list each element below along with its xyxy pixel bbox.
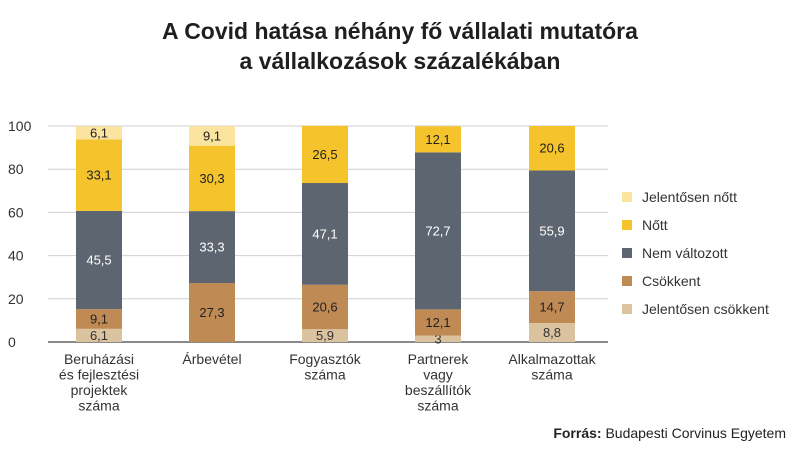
bar-segment (302, 125, 348, 184)
y-tick-label: 0 (8, 334, 16, 350)
legend-swatch (622, 248, 632, 258)
bar-segment (76, 309, 122, 329)
data-label: 33,3 (199, 240, 224, 255)
bar-segment (189, 126, 235, 146)
data-label: 5,9 (316, 328, 334, 343)
legend-label: Nem változott (642, 245, 728, 261)
y-tick-label: 40 (8, 248, 24, 264)
x-tick-label: száma (417, 398, 458, 414)
bar-segment (529, 170, 575, 292)
bar-segment (302, 183, 348, 285)
bar-segment (76, 210, 122, 310)
data-label: 20,6 (312, 300, 337, 315)
data-label: 20,6 (539, 141, 564, 156)
bar-segment (302, 329, 348, 342)
y-tick-label: 20 (8, 291, 24, 307)
legend-label: Jelentősen nőtt (642, 189, 737, 205)
x-tick-label: projektek (71, 382, 129, 398)
y-tick-label: 100 (8, 118, 32, 134)
legend-swatch (622, 220, 632, 230)
x-tick-label: és fejlesztési (59, 367, 139, 383)
bar-segment (529, 126, 575, 171)
bar-segment (189, 145, 235, 212)
source-note: Forrás: Budapesti Corvinus Egyetem (553, 425, 786, 441)
x-tick-label: száma (531, 367, 572, 383)
bar-segment (415, 152, 461, 310)
bar-segment (529, 322, 575, 342)
bar-segment (415, 335, 461, 342)
legend-swatch (622, 276, 632, 286)
bar-segment (415, 126, 461, 153)
bar-segment (529, 291, 575, 323)
legend-swatch (622, 192, 632, 202)
bar-segment (76, 139, 122, 211)
data-label: 3 (434, 331, 441, 346)
chart-title-line2: a vállalkozások százalékában (239, 48, 561, 74)
data-label: 14,7 (539, 300, 564, 315)
y-tick-label: 60 (8, 204, 24, 220)
bar-segment (415, 309, 461, 336)
chart-title-line1: A Covid hatása néhány fő vállalati mutat… (162, 18, 638, 44)
x-tick-label: száma (304, 367, 345, 383)
legend-label: Jelentősen csökkent (642, 301, 769, 317)
y-tick-label: 80 (8, 161, 24, 177)
data-label: 8,8 (543, 325, 561, 340)
data-label: 12,1 (425, 315, 450, 330)
source-label: Forrás: (553, 425, 602, 441)
data-label: 72,7 (425, 223, 450, 238)
legend-swatch (622, 304, 632, 314)
legend-label: Nőtt (642, 217, 668, 233)
bar-segment (189, 283, 235, 342)
bar-segment (76, 126, 122, 140)
bar-segment (302, 284, 348, 330)
x-tick-label: Árbevétel (182, 351, 241, 367)
x-tick-label: Beruházási (64, 351, 134, 367)
x-tick-label: Fogyasztók (289, 351, 362, 367)
legend-label: Csökkent (642, 273, 700, 289)
x-tick-label: száma (78, 398, 119, 414)
bar-segment (76, 328, 122, 342)
data-label: 47,1 (312, 226, 337, 241)
data-label: 9,1 (203, 128, 221, 143)
data-label: 55,9 (539, 223, 564, 238)
data-label: 9,1 (90, 311, 108, 326)
bar-segment (189, 211, 235, 284)
x-tick-label: vagy (423, 367, 453, 383)
data-label: 30,3 (199, 171, 224, 186)
x-tick-label: Partnerek (408, 351, 470, 367)
data-label: 6,1 (90, 125, 108, 140)
source-text: Budapesti Corvinus Egyetem (605, 425, 786, 441)
data-label: 6,1 (90, 328, 108, 343)
x-tick-label: Alkalmazottak (508, 351, 596, 367)
x-tick-label: beszállítók (405, 382, 472, 398)
data-label: 26,5 (312, 147, 337, 162)
data-label: 45,5 (86, 253, 111, 268)
data-label: 33,1 (86, 168, 111, 183)
data-label: 12,1 (425, 132, 450, 147)
data-label: 27,3 (199, 305, 224, 320)
